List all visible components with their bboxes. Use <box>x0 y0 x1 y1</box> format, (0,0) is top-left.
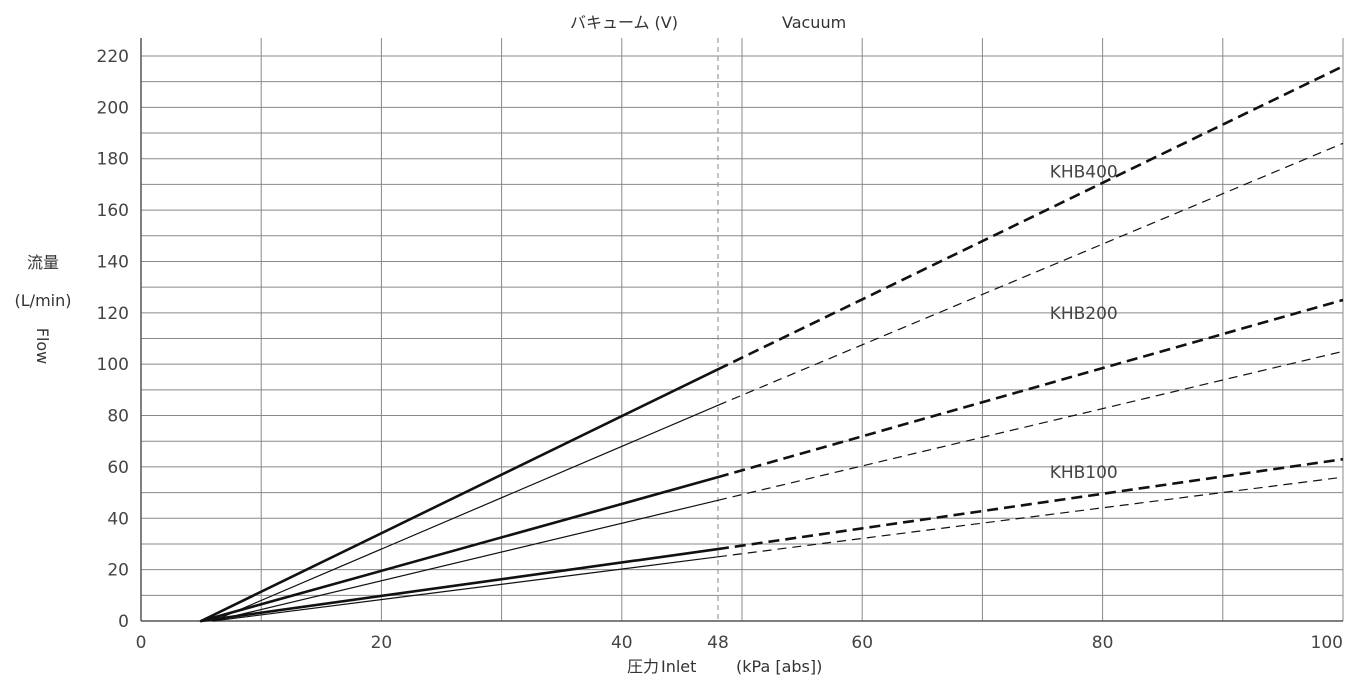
series-line-khb100-thick-dashed <box>717 457 1344 551</box>
series-line-khb400-thin-dashed <box>717 142 1344 406</box>
series-line-khb100-thin-solid <box>212 556 719 622</box>
series-line-khb100-thick-solid <box>199 547 720 623</box>
y-tick-label-200: 200 <box>97 98 129 118</box>
series-line-khb200-thick-solid <box>199 475 720 623</box>
y-tick-label-100: 100 <box>97 355 129 375</box>
x-axis-title-unit: (kPa [abs]) <box>736 657 822 676</box>
series-line-khb100-thin-dashed <box>717 476 1344 558</box>
series-line-khb200-thin-dashed <box>717 350 1344 501</box>
y-tick-label-140: 140 <box>97 252 129 272</box>
x-tick-label-100: 100 <box>1311 633 1343 653</box>
series-label-khb100: KHB100 <box>1050 463 1118 483</box>
x-axis-title-jp: 圧力 <box>627 657 659 676</box>
x-tick-label-60: 60 <box>851 633 873 653</box>
y-tick-label-160: 160 <box>97 201 129 221</box>
series-lines <box>199 65 1344 623</box>
x-tick-label-40: 40 <box>611 633 633 653</box>
y-tick-label-180: 180 <box>97 150 129 170</box>
x-tick-label-20: 20 <box>371 633 393 653</box>
y-tick-label-120: 120 <box>97 304 129 324</box>
x-tick-label-48: 48 <box>707 633 729 653</box>
y-axis-title-en: Flow <box>33 328 52 365</box>
y-axis-title-unit: (L/min) <box>15 291 72 310</box>
series-line-khb400-thick-solid <box>199 368 720 623</box>
y-tick-label-40: 40 <box>107 509 129 529</box>
y-tick-label-220: 220 <box>97 47 129 67</box>
axes <box>140 38 1343 622</box>
y-axis-title-jp: 流量 <box>27 253 59 272</box>
series-line-khb200-thick-dashed <box>717 298 1344 479</box>
y-tick-label-0: 0 <box>118 612 129 632</box>
y-tick-label-60: 60 <box>107 458 129 478</box>
x-tick-label-80: 80 <box>1092 633 1114 653</box>
grid-lines <box>141 38 1344 621</box>
top-label-vacuum-en: Vacuum <box>782 13 846 32</box>
y-tick-label-80: 80 <box>107 407 129 427</box>
x-axis-title-en: Inlet <box>661 657 696 676</box>
series-label-khb200: KHB200 <box>1050 304 1118 324</box>
x-tick-label-0: 0 <box>136 633 147 653</box>
series-line-khb400-thin-solid <box>212 404 719 622</box>
tick-labels: 0 20 40 60 80 100 120 140 160 180 200 220 0 20 40 48 60 8… <box>97 47 1343 653</box>
top-label-vacuum-jp: バキューム (V) <box>570 13 678 32</box>
series-labels: KHB400 KHB200 KHB100 <box>1050 163 1118 483</box>
y-tick-label-20: 20 <box>107 561 129 581</box>
series-label-khb400: KHB400 <box>1050 163 1118 183</box>
series-line-khb400-thick-dashed <box>717 65 1344 371</box>
series-line-khb200-thin-solid <box>212 499 719 622</box>
